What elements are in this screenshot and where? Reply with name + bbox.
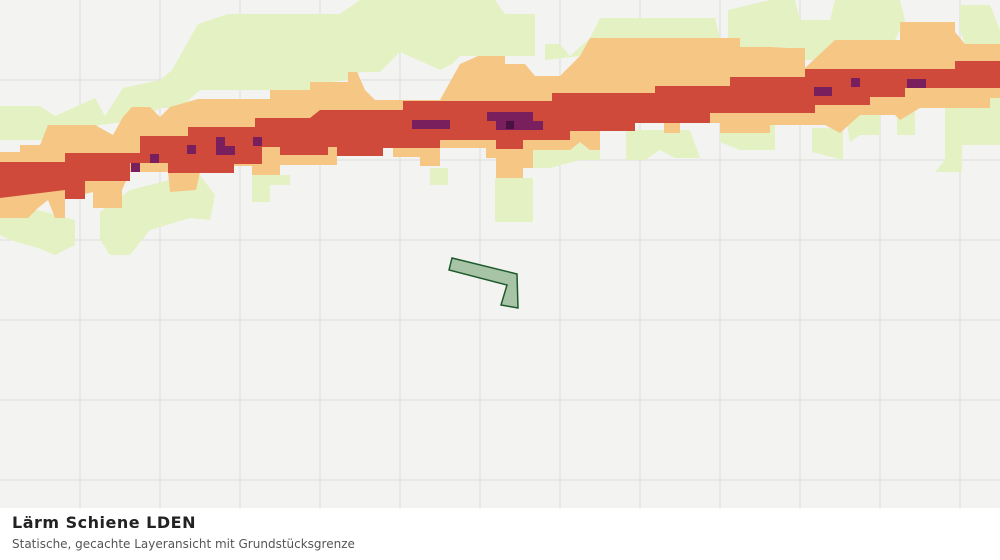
parcel-boundary	[448, 257, 519, 309]
noise-zone-low	[0, 0, 1000, 255]
map-title: Lärm Schiene LDEN	[12, 513, 196, 532]
map-subtitle: Statische, gecachte Layeransicht mit Gru…	[12, 537, 355, 551]
noise-zone-peak	[506, 121, 514, 129]
noise-zone-very-high	[131, 78, 926, 172]
map	[0, 0, 1000, 508]
